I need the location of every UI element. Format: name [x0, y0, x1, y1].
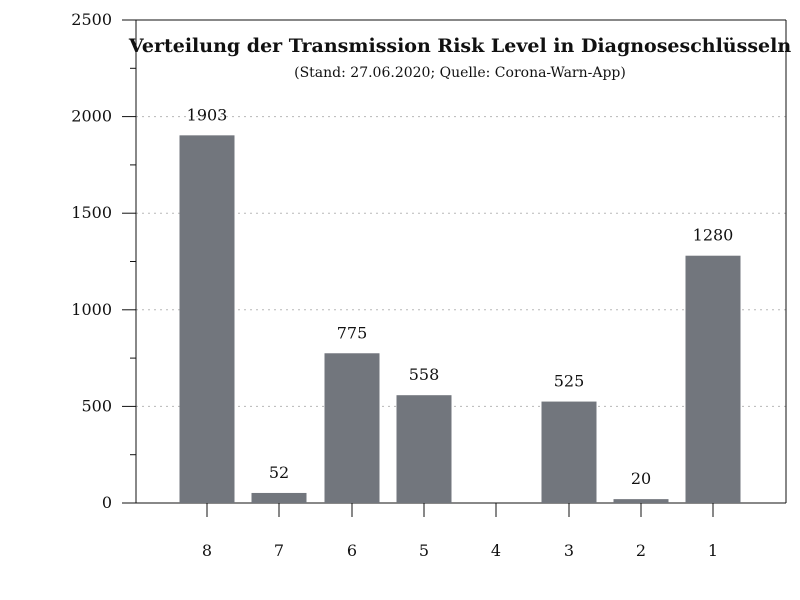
- bars: [179, 135, 741, 503]
- x-tick-label-3: 3: [564, 541, 574, 560]
- data-label-3: 525: [554, 372, 585, 391]
- ticks: 0 500 1000 1500 2000 2500 8 7 6 5 4 3 2 1: [71, 10, 718, 560]
- x-tick-label-1: 1: [708, 541, 718, 560]
- data-label-6: 775: [337, 323, 368, 342]
- grid-lines: [136, 116, 786, 407]
- data-label-2: 20: [631, 469, 651, 488]
- y-tick-label: 2500: [71, 10, 112, 29]
- bar-5: [396, 395, 452, 503]
- x-tick-label-5: 5: [419, 541, 429, 560]
- data-label-7: 52: [269, 463, 289, 482]
- data-label-5: 558: [409, 365, 440, 384]
- bar-6: [324, 353, 380, 503]
- y-tick-label: 2000: [71, 107, 112, 126]
- data-label-8: 1903: [187, 105, 228, 124]
- bar-7: [251, 492, 307, 503]
- x-tick-label-7: 7: [274, 541, 284, 560]
- x-tick-label-6: 6: [347, 541, 357, 560]
- x-tick-label-8: 8: [202, 541, 212, 560]
- bar-1: [685, 255, 741, 503]
- y-tick-label: 1000: [71, 300, 112, 319]
- x-tick-label-4: 4: [491, 541, 501, 560]
- y-tick-label: 500: [81, 396, 112, 415]
- data-labels: 1903 52 775 558 525 20 1280: [187, 105, 734, 488]
- data-label-1: 1280: [693, 226, 734, 245]
- chart-subtitle: (Stand: 27.06.2020; Quelle: Corona-Warn-…: [294, 65, 626, 81]
- bar-2: [613, 499, 669, 503]
- x-tick-label-2: 2: [636, 541, 646, 560]
- bar-3: [541, 401, 597, 503]
- y-tick-label: 0: [102, 493, 112, 512]
- bar-8: [179, 135, 235, 503]
- chart-title: Verteilung der Transmission Risk Level i…: [128, 35, 791, 57]
- y-tick-label: 1500: [71, 203, 112, 222]
